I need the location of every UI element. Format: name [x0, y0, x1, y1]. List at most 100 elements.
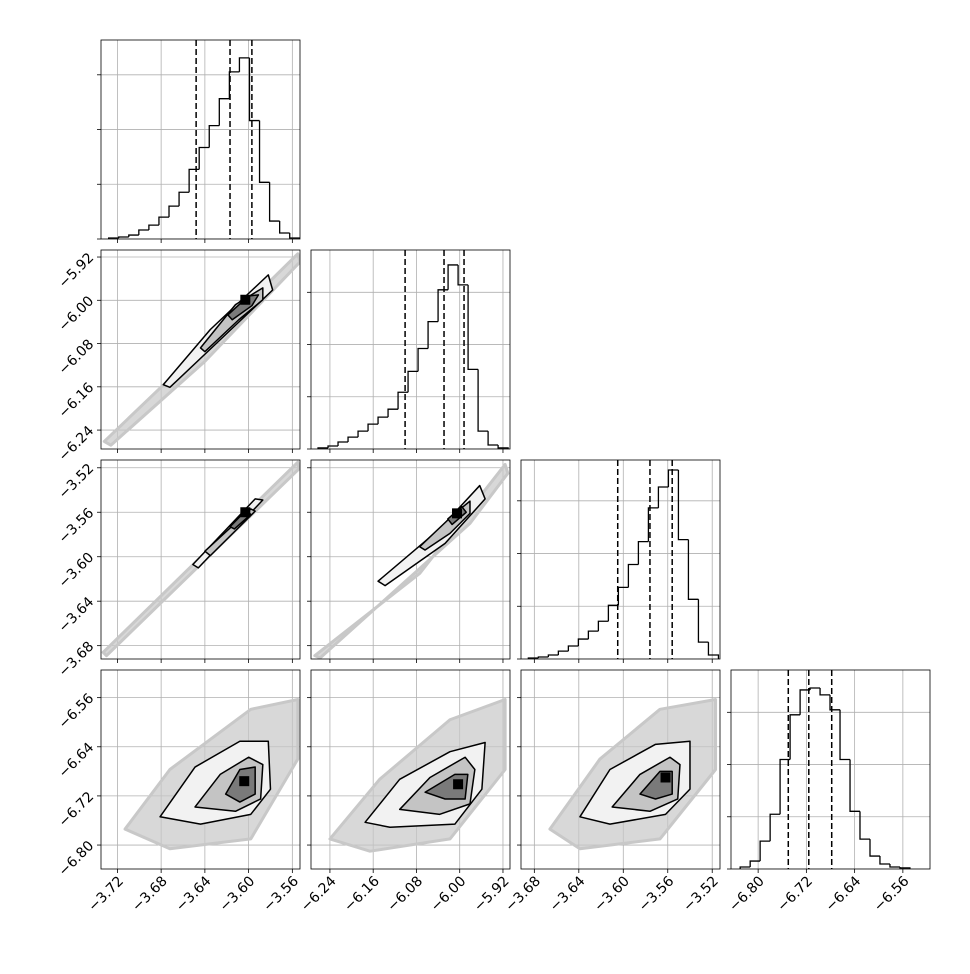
plot-area	[311, 670, 510, 869]
histogram-bar	[268, 182, 280, 222]
histogram-bar	[118, 236, 129, 239]
x-tick-label: −6.80	[726, 873, 768, 915]
histogram-bar	[208, 124, 220, 148]
histogram-bar	[687, 539, 699, 600]
y-tick-label: −6.56	[56, 691, 98, 733]
density-peak	[239, 776, 250, 787]
histogram-bar	[128, 234, 139, 238]
histogram-bar	[178, 191, 190, 207]
histogram-bar	[387, 408, 399, 418]
density-peak	[660, 772, 671, 783]
sample-cloud	[313, 462, 510, 659]
y-tick-label: −6.64	[56, 740, 98, 782]
plot-area	[101, 40, 300, 239]
panel: −3.72 −3.68 −3.64 −3.60 −3.56 −6.80 −6.72 −6.64…	[56, 669, 302, 915]
histogram-bar	[218, 98, 230, 126]
y-tick-label: −6.24	[56, 423, 98, 465]
axes-frame	[100, 249, 301, 450]
plot-area	[521, 670, 720, 869]
histogram-bar	[739, 866, 751, 869]
histogram-bar	[357, 430, 369, 438]
panel	[97, 39, 301, 243]
histogram-bar	[158, 216, 170, 226]
histogram-bar	[859, 811, 870, 840]
x-tick-label: −6.08	[384, 873, 426, 915]
x-tick-label: −3.72	[85, 873, 127, 915]
x-tick-label: −3.52	[680, 873, 722, 915]
axes-frame	[100, 39, 301, 240]
histogram-bar	[789, 714, 801, 760]
histogram-bar	[168, 205, 180, 218]
panel: −6.24−6.16−6.08−6.00−5.92	[298, 669, 513, 915]
histogram-bar	[577, 638, 589, 647]
histogram-bar	[258, 120, 270, 183]
histogram-bar	[327, 445, 339, 448]
x-tick-label: −6.64	[823, 873, 865, 915]
axes-frame	[520, 669, 721, 870]
histogram-bar	[347, 436, 359, 443]
histogram-bar	[697, 599, 709, 643]
histogram-bar	[417, 347, 429, 372]
x-tick-label: −3.68	[502, 873, 544, 915]
histogram-bar	[607, 604, 619, 622]
y-tick-label: −3.56	[56, 505, 98, 547]
panel	[307, 249, 511, 453]
histogram-bar	[769, 813, 781, 842]
density-peak	[240, 507, 251, 518]
histogram-bar	[437, 289, 449, 322]
y-tick-label: −6.08	[56, 336, 98, 378]
histogram-bar	[839, 709, 851, 761]
x-tick-label: −3.60	[217, 873, 259, 915]
x-tick-label: −3.56	[260, 873, 302, 915]
histogram-bar	[377, 416, 389, 425]
x-tick-label: −3.56	[636, 873, 678, 915]
histogram-bar	[248, 57, 260, 122]
plot-area	[101, 460, 300, 659]
histogram-bar	[657, 486, 669, 508]
histogram-bar	[587, 630, 599, 640]
x-tick-label: −6.00	[428, 873, 470, 915]
histogram-bar	[819, 687, 831, 696]
x-tick-label: −3.64	[173, 873, 215, 915]
y-tick-label: −3.68	[56, 639, 98, 681]
y-tick-label: −5.92	[56, 250, 98, 292]
histogram-bar	[637, 540, 649, 565]
axes-frame	[310, 669, 511, 870]
histogram-bar	[198, 146, 210, 170]
histogram-bar	[849, 759, 860, 812]
panel	[307, 459, 511, 663]
axes-frame	[100, 459, 301, 660]
x-tick-label: −6.16	[341, 873, 383, 915]
histogram-bar	[467, 284, 479, 371]
histogram-bar	[148, 224, 159, 231]
axes-frame	[310, 249, 511, 450]
axes-frame	[730, 669, 931, 870]
density-peak	[452, 508, 463, 519]
histogram-bar	[397, 391, 409, 410]
panel: −3.68−3.64−3.60−3.56−3.52	[56, 459, 301, 681]
plot-area	[311, 460, 510, 659]
histogram-bar	[557, 650, 569, 655]
histogram-bar	[138, 229, 149, 236]
histogram-bar	[477, 369, 489, 432]
axes-frame	[100, 669, 301, 870]
histogram-bar	[289, 232, 300, 239]
axes-frame	[520, 459, 721, 660]
x-tick-label: −6.72	[774, 873, 816, 915]
x-tick-label: −3.68	[129, 873, 171, 915]
histogram-bar	[188, 168, 200, 193]
y-tick-label: −6.16	[56, 380, 98, 422]
histogram-bar	[279, 221, 290, 234]
plot-area	[101, 670, 300, 869]
histogram-bar	[829, 694, 841, 711]
y-tick-label: −6.00	[56, 293, 98, 335]
histogram-bar	[238, 57, 250, 72]
y-tick-label: −3.52	[56, 461, 98, 503]
plot-area	[101, 250, 300, 449]
histogram-bar	[457, 264, 469, 286]
histogram-bar	[228, 71, 240, 99]
panel	[517, 459, 721, 663]
histogram-bar	[667, 469, 679, 487]
histogram-bar	[759, 840, 771, 862]
